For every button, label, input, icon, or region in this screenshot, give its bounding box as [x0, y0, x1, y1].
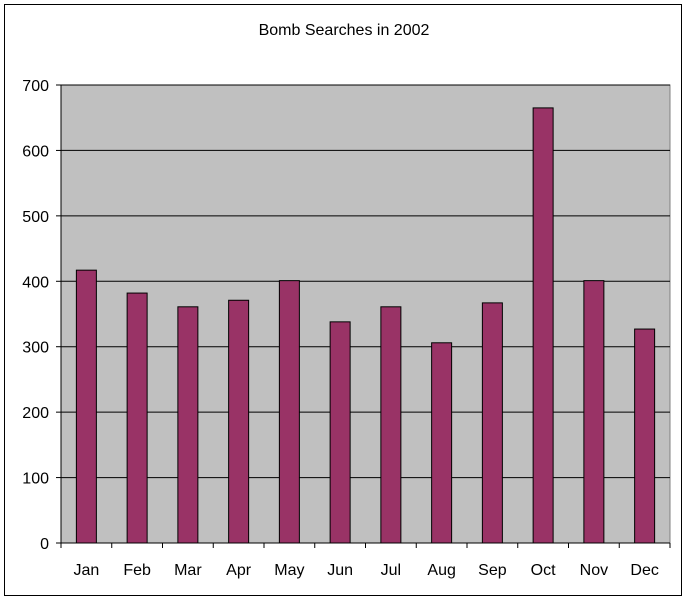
bar-jul — [380, 306, 402, 544]
bar-nov — [583, 280, 605, 544]
y-tick-label: 200 — [22, 405, 49, 422]
bar-apr — [228, 299, 250, 544]
x-axis: Jan Feb Mar Apr May Jun Jul Aug Sep Oct Nov Dec — [60, 542, 671, 579]
y-tick-label: 100 — [22, 471, 49, 488]
y-tick-label: 300 — [22, 340, 49, 357]
y-tick-label: 0 — [40, 536, 49, 553]
y-tick-label: 500 — [22, 209, 49, 226]
bar-sep — [481, 302, 503, 544]
x-tick-label: Nov — [580, 562, 608, 579]
bar-mar — [177, 306, 199, 544]
bar-may — [278, 280, 300, 544]
x-tick-label: Apr — [226, 562, 252, 579]
x-tick-label: Jan — [73, 562, 99, 579]
y-tick-label: 400 — [22, 274, 49, 291]
bar-jun — [329, 321, 351, 544]
x-tick-label: Aug — [427, 562, 455, 579]
x-tick-label: Oct — [531, 562, 556, 579]
x-tick-label: Jun — [327, 562, 353, 579]
bar-jan — [75, 269, 97, 544]
plot-area — [60, 84, 671, 544]
y-tick-label: 700 — [22, 78, 49, 95]
x-tick-label: Jul — [381, 562, 401, 579]
bar-dec — [634, 328, 656, 544]
x-tick-label: Dec — [630, 562, 658, 579]
x-tick-label: Sep — [478, 562, 507, 579]
bar-oct — [532, 107, 554, 544]
x-tick-label: Mar — [174, 562, 202, 579]
x-tick-label: May — [274, 562, 304, 579]
x-tick-label: Feb — [123, 562, 151, 579]
gridlines — [61, 84, 670, 479]
bar-aug — [431, 342, 453, 544]
bar-feb — [126, 292, 148, 544]
y-axis: 0 100 200 300 400 500 600 700 — [22, 78, 62, 553]
y-tick-label: 600 — [22, 143, 49, 160]
chart-title: Bomb Searches in 2002 — [258, 22, 430, 39]
bars — [75, 107, 656, 544]
